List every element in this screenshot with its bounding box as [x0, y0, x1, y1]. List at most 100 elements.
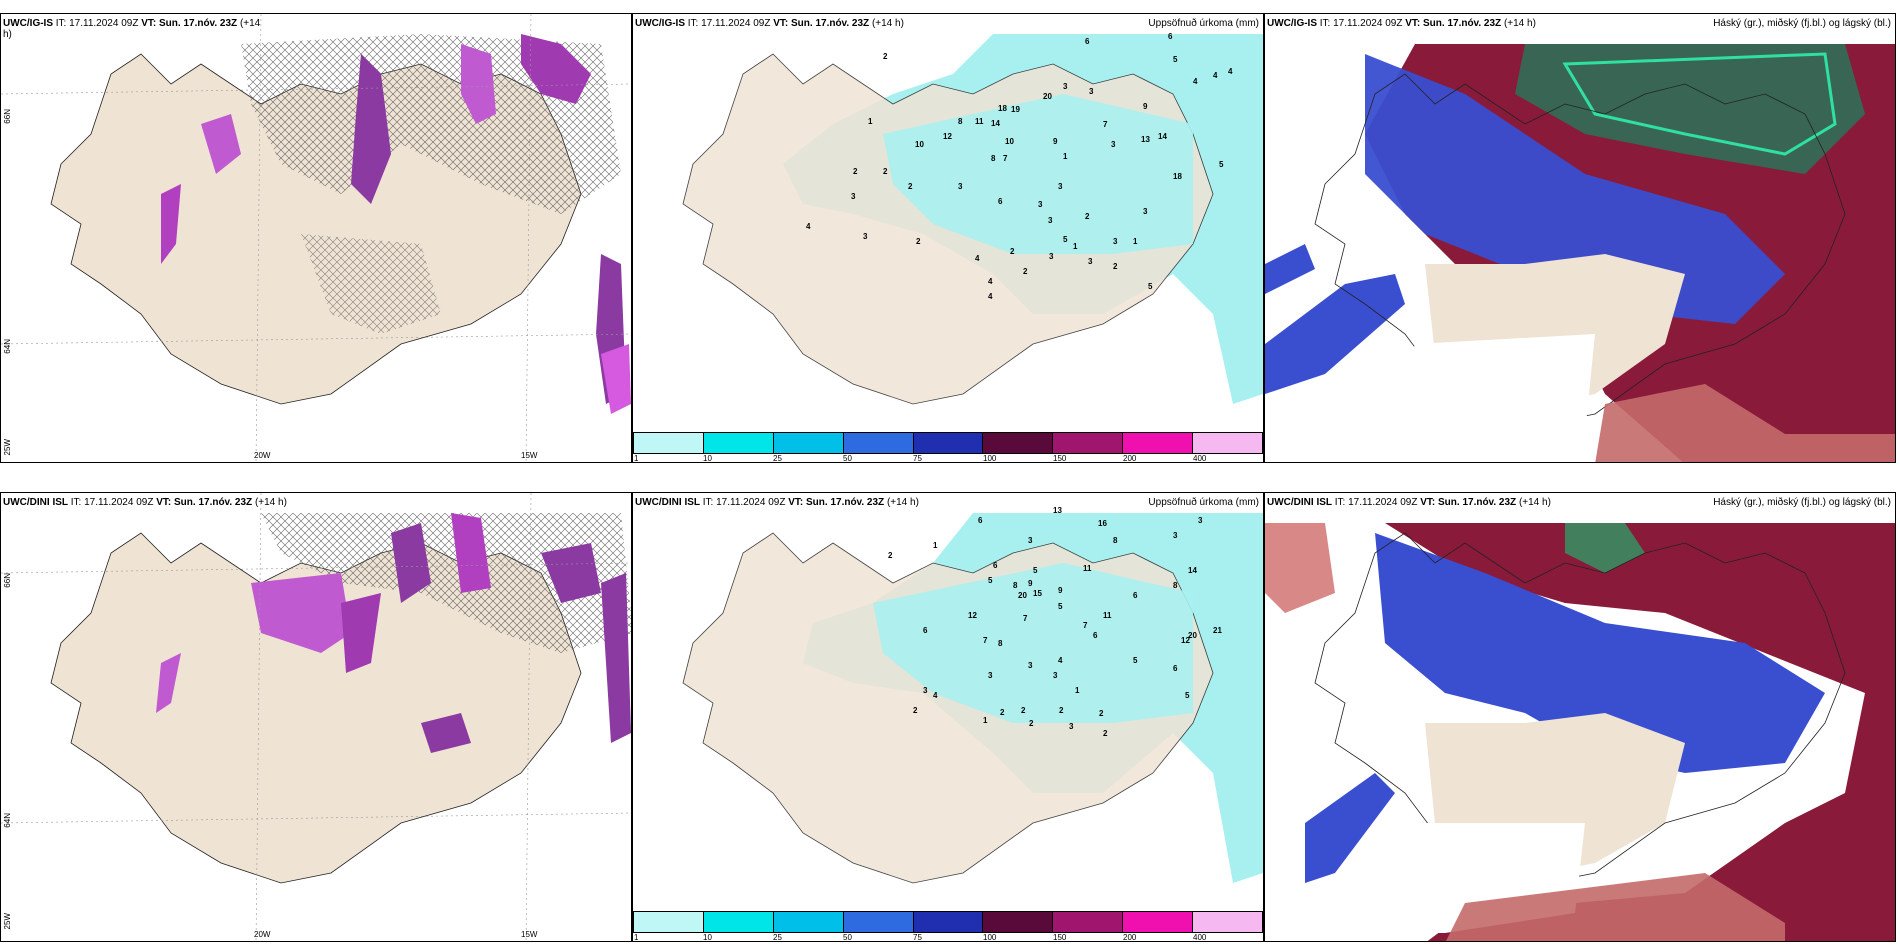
precip-value: 3	[1069, 722, 1074, 731]
precip-value: 4	[806, 222, 811, 231]
tick: 150	[1053, 933, 1067, 942]
precip-value: 4	[975, 254, 980, 263]
lat-label-64n: 64N	[3, 339, 12, 354]
map-wind-precip	[1, 14, 631, 462]
precip-value: 13	[1053, 506, 1062, 515]
lon-label-25w: 25W	[3, 913, 12, 930]
precip-value: 5	[1058, 602, 1063, 611]
tick: 50	[843, 933, 852, 942]
precip-value: 5	[1063, 235, 1068, 244]
lon-label-20w: 20W	[254, 451, 271, 460]
precip-value: 21	[1213, 626, 1222, 635]
hatch-area	[241, 34, 621, 334]
precip-value: 3	[1111, 140, 1116, 149]
colorbar-seg	[1193, 912, 1263, 932]
precip-value: 4	[1058, 656, 1063, 665]
tick: 25	[773, 454, 782, 463]
precip-value: 3	[1143, 207, 1148, 216]
precip-value: 1	[1133, 237, 1138, 246]
high-cloud-edge	[1562, 52, 1837, 156]
land-shape	[1314, 73, 1846, 425]
lat-label-64n: 64N	[3, 813, 12, 828]
precip-value: 3	[1173, 531, 1178, 540]
colorbar-seg	[1053, 433, 1124, 453]
precip-value: 6	[1093, 631, 1098, 640]
precip-value: 18	[1173, 172, 1182, 181]
low-cloud-streak	[1265, 244, 1315, 294]
precip-value: 8	[1013, 581, 1018, 590]
precip-value: 2	[908, 182, 913, 191]
precip-value: 8	[958, 117, 963, 126]
precip-value: 3	[988, 671, 993, 680]
tick: 25	[773, 933, 782, 942]
precip-value: 4	[988, 277, 993, 286]
land-outline	[1314, 532, 1846, 884]
precip-overlay	[873, 563, 1193, 723]
precip-value: 2	[916, 237, 921, 246]
precip-value: 3	[1058, 182, 1063, 191]
precip-value: 3	[1089, 87, 1094, 96]
precip-value: 4	[1228, 67, 1233, 76]
precip-strip	[1223, 34, 1261, 344]
colorbar-seg	[843, 433, 914, 453]
precip-value: 2	[1029, 719, 1034, 728]
map-wind-precip	[1, 493, 631, 941]
precip-value: 2	[1059, 706, 1064, 715]
panel-dini-wind: UWC/DINI ISL IT: 17.11.2024 09Z VT: Sun.…	[0, 492, 632, 942]
colorbar-seg	[634, 433, 704, 453]
precip-value: 8	[991, 154, 996, 163]
low-cloud	[1365, 54, 1785, 324]
precip-value: 5	[1185, 691, 1190, 700]
high-cloud	[1515, 44, 1865, 174]
panel-dini-clouds: UWC/DINI ISL IT: 17.11.2024 09Z VT: Sun.…	[1264, 492, 1896, 942]
precip-value: 2	[1000, 708, 1005, 717]
precip-value: 18	[998, 104, 1007, 113]
precip-value: 6	[993, 561, 998, 570]
panel-ig-precip: UWC/IG-IS IT: 17.11.2024 09Z VT: Sun. 17…	[632, 13, 1264, 463]
graticule	[1, 493, 631, 941]
precip-value: 2	[1010, 247, 1015, 256]
precip-value: 13	[1141, 135, 1150, 144]
tick: 1	[634, 454, 639, 463]
colorbar-seg	[983, 912, 1054, 932]
panel-title: UWC/DINI ISL IT: 17.11.2024 09Z VT: Sun.…	[3, 497, 287, 508]
colorbar-seg	[634, 912, 704, 932]
precip-value: 3	[863, 232, 868, 241]
hatch-area	[261, 513, 631, 653]
red-blob	[1265, 523, 1335, 613]
precip-value: 14	[1188, 566, 1197, 575]
precip-value: 2	[913, 706, 918, 715]
precip-value: 3	[1049, 252, 1054, 261]
precip-value: 3	[1113, 237, 1118, 246]
precip-value: 5	[1219, 160, 1224, 169]
precip-value: 11	[975, 117, 984, 126]
colorbar-seg	[1123, 433, 1194, 453]
precip-value: 7	[1023, 614, 1028, 623]
graticule	[1, 14, 631, 462]
panel-ig-wind: UWC/IG-IS IT: 17.11.2024 09Z VT: Sun. 17…	[0, 13, 632, 463]
panel-title: UWC/IG-IS IT: 17.11.2024 09Z VT: Sun. 17…	[635, 18, 904, 29]
panel-right-title: Háský (gr.), miðský (fj.bl.) og lágský (…	[1713, 18, 1891, 29]
colorbar-seg	[773, 433, 844, 453]
precip-value: 3	[1088, 257, 1093, 266]
precip-value: 3	[1053, 671, 1058, 680]
precip-value: 10	[1005, 137, 1014, 146]
precip-value: 3	[1048, 216, 1053, 225]
lon-label-25w: 25W	[3, 439, 12, 456]
precip-value: 5	[1133, 656, 1138, 665]
tick: 400	[1193, 454, 1207, 463]
precip-value: 12	[943, 132, 952, 141]
precip-value: 6	[1168, 32, 1173, 41]
precip-value: 8	[1113, 536, 1118, 545]
precip-value: 2	[853, 167, 858, 176]
precip-value: 1	[1073, 242, 1078, 251]
precip-value: 12	[1181, 636, 1190, 645]
white-gap	[1375, 334, 1595, 462]
panel-right-title: Uppsöfnuð úrkoma (mm)	[1148, 497, 1259, 508]
precip-streaks	[156, 513, 631, 753]
tick: 200	[1123, 454, 1137, 463]
precip-value: 20	[1188, 631, 1197, 640]
map-clouds	[1265, 44, 1895, 462]
